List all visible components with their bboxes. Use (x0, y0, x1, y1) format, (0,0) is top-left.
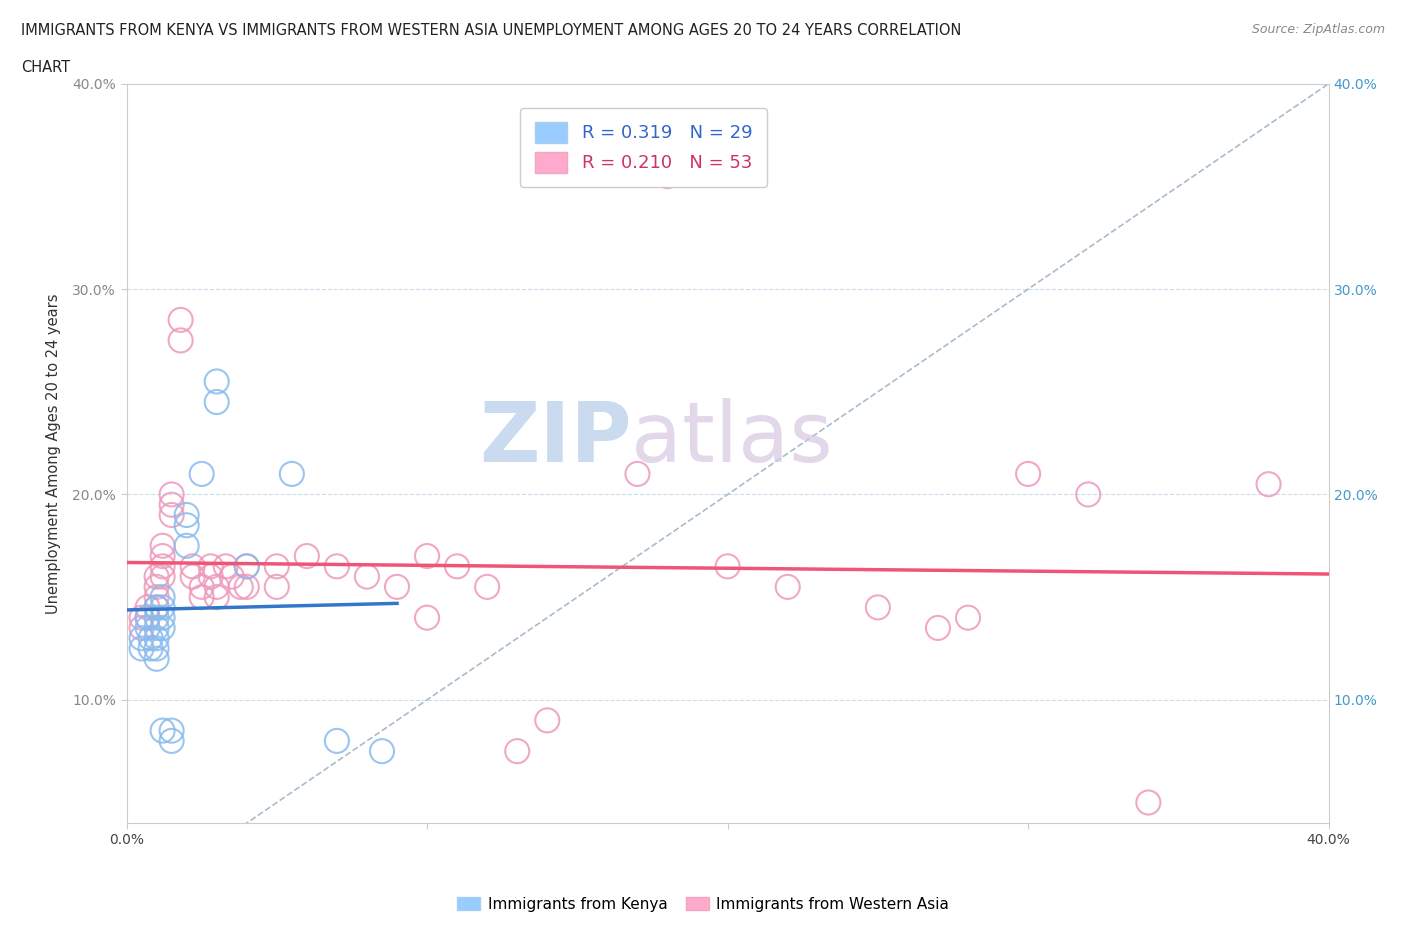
Point (190, 590, 212, 604)
Point (416, 549, 439, 564)
Point (152, 559, 174, 574)
Point (152, 549, 174, 564)
Point (160, 734, 183, 749)
Text: Source: ZipAtlas.com: Source: ZipAtlas.com (1251, 23, 1385, 36)
Point (1137, 795, 1160, 810)
Point (152, 590, 174, 604)
Point (205, 374, 228, 389)
Point (145, 600, 167, 615)
Point (169, 333, 191, 348)
Point (160, 724, 183, 738)
Point (657, 168, 679, 183)
Point (205, 579, 228, 594)
Point (235, 559, 259, 574)
Point (131, 610, 153, 625)
Point (716, 559, 740, 574)
Point (190, 467, 212, 482)
Point (235, 579, 259, 594)
Text: IMMIGRANTS FROM KENYA VS IMMIGRANTS FROM WESTERN ASIA UNEMPLOYMENT AMONG AGES 20: IMMIGRANTS FROM KENYA VS IMMIGRANTS FROM… (21, 23, 962, 38)
Legend: Immigrants from Kenya, Immigrants from Western Asia: Immigrants from Kenya, Immigrants from W… (451, 890, 955, 918)
Point (169, 312, 191, 327)
Point (295, 549, 318, 564)
Point (145, 641, 167, 656)
Point (326, 734, 349, 749)
Point (205, 590, 228, 604)
Point (176, 538, 198, 553)
Point (152, 620, 174, 635)
Point (145, 620, 167, 635)
Point (181, 559, 204, 574)
Y-axis label: Unemployment Among Ages 20 to 24 years: Unemployment Among Ages 20 to 24 years (46, 293, 60, 614)
Point (181, 569, 204, 584)
Point (326, 559, 349, 574)
Point (956, 610, 979, 625)
Point (145, 631, 167, 645)
Point (139, 641, 162, 656)
Point (866, 600, 889, 615)
Point (371, 744, 394, 759)
Point (215, 559, 238, 574)
Point (176, 518, 198, 533)
Legend: R = 0.319   N = 29, R = 0.210   N = 53: R = 0.319 N = 29, R = 0.210 N = 53 (520, 108, 766, 187)
Point (266, 559, 288, 574)
Point (506, 744, 529, 759)
Point (160, 508, 183, 523)
Point (1077, 487, 1099, 502)
Text: atlas: atlas (631, 398, 834, 479)
Text: ZIP: ZIP (479, 398, 631, 479)
Point (131, 620, 153, 635)
Point (776, 579, 799, 594)
Point (145, 610, 167, 625)
Point (145, 651, 167, 666)
Point (200, 559, 222, 574)
Point (221, 569, 243, 584)
Point (139, 631, 162, 645)
Point (446, 559, 468, 574)
Point (1017, 467, 1039, 482)
Point (356, 569, 378, 584)
Point (136, 620, 159, 635)
Point (145, 569, 167, 584)
Point (475, 579, 498, 594)
Point (145, 590, 167, 604)
Point (152, 610, 174, 625)
Point (536, 713, 558, 728)
Point (1257, 477, 1279, 492)
Point (152, 569, 174, 584)
Point (131, 641, 153, 656)
Point (136, 610, 159, 625)
Point (152, 538, 174, 553)
Point (152, 600, 174, 615)
Point (229, 579, 252, 594)
Point (205, 394, 228, 409)
Text: CHART: CHART (21, 60, 70, 75)
Point (385, 579, 408, 594)
Point (927, 620, 949, 635)
Point (136, 600, 159, 615)
Point (200, 569, 222, 584)
Point (136, 610, 159, 625)
Point (626, 467, 648, 482)
Point (281, 467, 304, 482)
Point (145, 579, 167, 594)
Point (160, 487, 183, 502)
Point (190, 579, 212, 594)
Point (145, 600, 167, 615)
Point (131, 631, 153, 645)
Point (176, 508, 198, 523)
Point (152, 724, 174, 738)
Point (416, 610, 439, 625)
Point (235, 559, 259, 574)
Point (160, 498, 183, 512)
Point (266, 579, 288, 594)
